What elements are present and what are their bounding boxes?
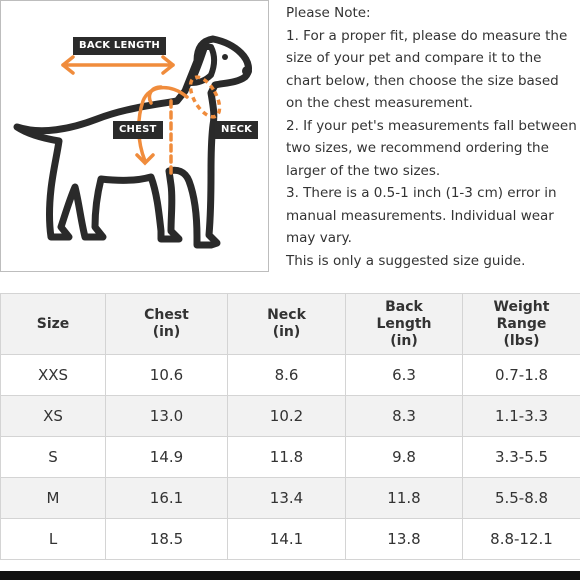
neck-label: NECK [215,121,259,139]
header-neck-unit: (in) [272,324,301,340]
header-weight-unit: (lbs) [503,332,540,349]
header-back-unit: (in) [390,332,418,349]
note-item-2: 2. If your pet's measurements fall betwe… [286,117,577,179]
header-neck-line: Neck [267,307,306,323]
table-row: XS 13.0 10.2 8.3 1.1-3.3 [0,395,580,437]
cell-neck: 10.2 [227,395,346,437]
cell-size: L [0,518,106,560]
header-weight-line-2: Range [496,315,547,332]
notes-heading: Please Note: [286,5,371,21]
dog-nose [242,66,252,76]
cell-weight: 8.8-12.1 [462,518,580,560]
cell-weight: 5.5-8.8 [462,477,580,519]
header-chest-line: Chest [144,307,189,323]
size-chart-table: Size Chest (in) Neck (in) Back Length (i… [0,293,580,560]
table-header-row: Size Chest (in) Neck (in) Back Length (i… [0,293,580,355]
neck-measure-loop [188,75,222,119]
cell-chest: 16.1 [105,477,228,519]
header-weight-line-1: Weight [493,298,550,315]
dog-measurement-diagram: BACK LENGTH CHEST NECK [0,0,269,272]
cell-neck: 14.1 [227,518,346,560]
header-size: Size [0,293,106,355]
cell-back-length: 8.3 [345,395,463,437]
cell-back-length: 13.8 [345,518,463,560]
header-back-length: Back Length (in) [345,293,463,355]
chest-measure-arrow [135,85,189,179]
cell-chest: 18.5 [105,518,228,560]
header-weight-range: Weight Range (lbs) [462,293,580,355]
note-item-1: 1. For a proper fit, please do measure t… [286,27,568,112]
dog-ear [188,44,217,86]
table-row: M 16.1 13.4 11.8 5.5-8.8 [0,477,580,519]
cell-neck: 11.8 [227,436,346,478]
chest-label: CHEST [113,121,163,139]
header-neck: Neck (in) [227,293,346,355]
table-row: L 18.5 14.1 13.8 8.8-12.1 [0,518,580,560]
cell-back-length: 11.8 [345,477,463,519]
note-item-3: 3. There is a 0.5-1 inch (1-3 cm) error … [286,185,557,246]
cell-neck: 8.6 [227,354,346,396]
size-notes: Please Note: 1. For a proper fit, please… [286,2,578,272]
notes-footer: This is only a suggested size guide. [286,252,526,269]
cell-neck: 13.4 [227,477,346,519]
cell-size: XS [0,395,106,437]
cell-size: M [0,477,106,519]
cell-chest: 10.6 [105,354,228,396]
back-length-arrow [61,55,175,75]
header-chest: Chest (in) [105,293,228,355]
dog-eye [222,54,228,60]
cell-chest: 13.0 [105,395,228,437]
back-length-label: BACK LENGTH [73,37,166,55]
dog-outline-illustration [13,35,252,249]
header-size-line: Size [36,315,70,332]
cell-back-length: 6.3 [345,354,463,396]
table-row: XXS 10.6 8.6 6.3 0.7-1.8 [0,354,580,396]
cell-weight: 0.7-1.8 [462,354,580,396]
cell-size: S [0,436,106,478]
header-back-line-2: Length [376,315,432,332]
header-back-line-1: Back [385,298,423,315]
dog-silhouette [13,35,252,249]
cell-size: XXS [0,354,106,396]
bottom-edge-bar [0,571,580,580]
cell-weight: 1.1-3.3 [462,395,580,437]
header-chest-unit: (in) [152,324,181,340]
cell-back-length: 9.8 [345,436,463,478]
table-row: S 14.9 11.8 9.8 3.3-5.5 [0,436,580,478]
cell-weight: 3.3-5.5 [462,436,580,478]
cell-chest: 14.9 [105,436,228,478]
